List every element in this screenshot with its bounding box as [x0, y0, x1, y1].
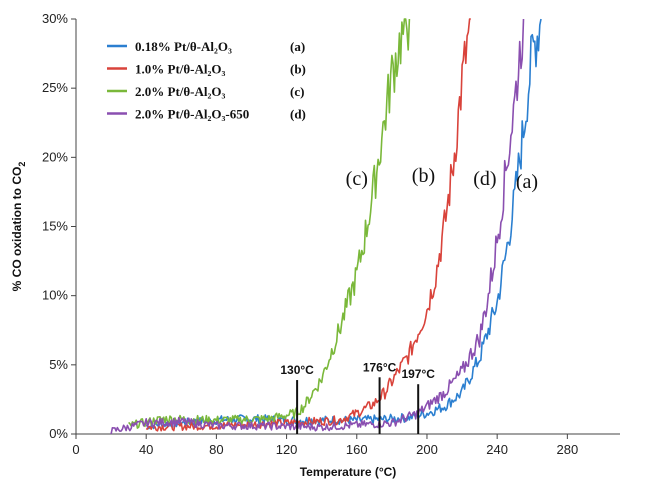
- y-axis-title-subscript: 2: [17, 162, 27, 167]
- y-tick-label: 10%: [42, 288, 68, 303]
- temperature-marker-label: 197°C: [401, 367, 435, 381]
- legend: 0.18% Pt/θ-Al₂O₃ (a) 1.0% Pt/θ-Al₂O₃ (b) 2.0…: [107, 39, 306, 122]
- x-tick-label: 200: [416, 442, 438, 457]
- y-tick-label: 25%: [42, 80, 68, 95]
- x-tick-label: 80: [209, 442, 223, 457]
- legend-tag: (c): [290, 84, 304, 99]
- y-tick-label: 15%: [42, 219, 68, 234]
- legend-tag: (d): [290, 107, 306, 122]
- y-tick-label: 5%: [49, 357, 68, 372]
- x-tick-label: 280: [557, 442, 579, 457]
- curve-label: (d): [473, 168, 496, 190]
- y-tick-label: 0%: [49, 426, 68, 441]
- series-line-3: [110, 18, 525, 435]
- series-line-2: [128, 18, 411, 429]
- series-layer: [110, 18, 542, 435]
- series-line-1: [145, 18, 471, 432]
- y-tick-label: 30%: [42, 11, 68, 26]
- legend-tag: (a): [290, 39, 305, 54]
- y-axis-title: % CO oxidation to CO2: [10, 162, 27, 292]
- x-tick-label: 0: [72, 442, 79, 457]
- legend-label: 2.0% Pt/θ-Al₂O₃-650: [135, 107, 249, 122]
- y-axis-title-main: % CO oxidation to CO: [10, 167, 24, 292]
- curve-label: (c): [346, 168, 368, 190]
- legend-label: 2.0% Pt/θ-Al₂O₃: [135, 84, 226, 99]
- x-tick-label: 160: [346, 442, 368, 457]
- y-tick-label: 20%: [42, 149, 68, 164]
- series-line-0: [145, 18, 542, 430]
- x-axis-title: Temperature (°C): [300, 465, 397, 479]
- temperature-marker-label: 176°C: [363, 360, 397, 374]
- legend-label: 1.0% Pt/θ-Al₂O₃: [135, 62, 226, 77]
- x-tick-label: 120: [276, 442, 298, 457]
- curve-label: (b): [412, 165, 435, 187]
- axes: 0 40 80 120 160 200 240 280 0% 5% 10% 15% 20% 25% 30% T…: [10, 11, 620, 479]
- x-tick-label: 40: [139, 442, 153, 457]
- annotation-layer: (c) (b) (d) (a) 130°C 176°C 197°C: [280, 165, 538, 434]
- temperature-marker-label: 130°C: [280, 363, 314, 377]
- legend-tag: (b): [290, 62, 306, 77]
- legend-label: 0.18% Pt/θ-Al₂O₃: [135, 39, 232, 54]
- x-tick-label: 240: [486, 442, 508, 457]
- curve-label: (a): [516, 171, 538, 193]
